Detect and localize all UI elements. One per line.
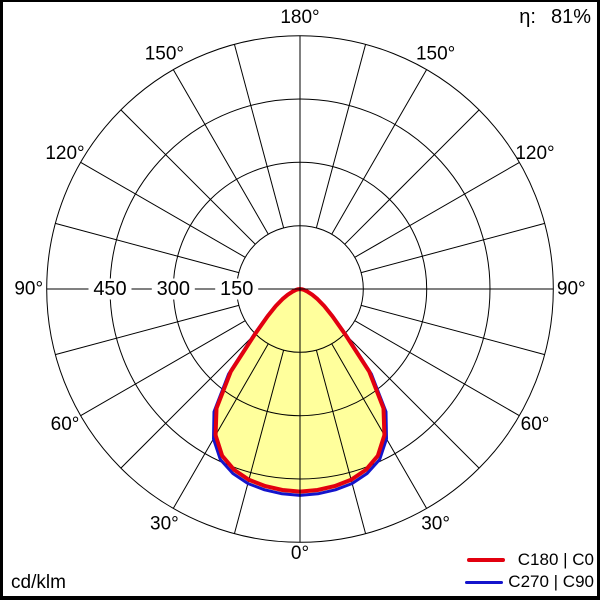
efficiency-readout: η: 81%	[519, 6, 591, 29]
ring-label-300: 300	[157, 278, 190, 300]
angle-label-180: 180°	[280, 7, 319, 28]
grid-radial-345	[233, 350, 285, 534]
angle-label-120-left: 120°	[45, 143, 84, 164]
angle-label-30-right: 30°	[421, 514, 450, 535]
ring-label-bg-150	[215, 278, 259, 300]
angle-label-60-right: 60°	[521, 414, 550, 435]
angle-label-150-right: 150°	[416, 44, 455, 65]
efficiency-value: 81%	[550, 6, 591, 28]
efficiency-label: η:	[519, 6, 536, 28]
legend-item-c180-c0: C180 | C0	[466, 550, 594, 569]
grid-radial-135	[344, 109, 480, 245]
legend-line-c270-c90-icon	[465, 580, 504, 584]
grid-radial-240	[80, 161, 246, 258]
legend-label-c270-c90: C270 | C90	[508, 572, 594, 591]
grid-radial-150	[331, 69, 428, 235]
grid-radial-60	[354, 320, 520, 417]
grid-radial-330	[172, 343, 269, 509]
grid-radial-45	[344, 333, 480, 469]
legend-label-c180-c0: C180 | C0	[517, 550, 594, 569]
grid-radial-15	[315, 350, 367, 534]
angle-label-0: 0°	[291, 543, 309, 564]
angle-label-120-right: 120°	[515, 143, 554, 164]
grid-radial-300	[80, 320, 246, 417]
grid-radial-165	[315, 44, 367, 228]
grid-radial-225	[120, 109, 256, 245]
grid-radial-75	[361, 304, 545, 356]
angle-label-30-left: 30°	[150, 514, 179, 535]
ring-label-bg-300	[151, 278, 195, 300]
grid-radial-105	[361, 222, 545, 274]
angle-label-60-left: 60°	[51, 414, 80, 435]
ring-label-150: 150	[220, 278, 253, 300]
units-label: cd/klm	[11, 572, 66, 593]
angle-label-90-right: 90°	[557, 279, 586, 300]
legend-item-c270-c90: C270 | C90	[465, 573, 594, 591]
legend: C180 | C0 C270 | C90	[465, 551, 594, 591]
angle-label-150-left: 150°	[145, 44, 184, 65]
angle-label-90-left: 90°	[14, 279, 43, 300]
grid-radial-30	[331, 343, 428, 509]
grid-radial-285	[55, 304, 239, 356]
grid-radial-210	[172, 69, 269, 235]
grid-radial-195	[233, 44, 285, 228]
grid-radial-120	[354, 161, 520, 258]
grid-radial-315	[120, 333, 256, 469]
grid-radial-255	[55, 222, 239, 274]
ring-label-bg-450	[88, 278, 132, 300]
ring-label-450: 450	[93, 278, 126, 300]
legend-line-c180-c0-icon	[466, 558, 505, 562]
